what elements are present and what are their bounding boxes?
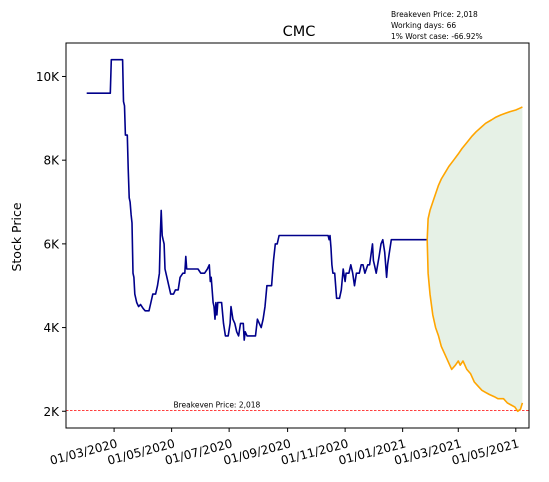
info-worst-case: 1% Worst case: -66.92% xyxy=(391,32,483,41)
chart-title: CMC xyxy=(283,24,316,40)
y-axis: 2K 4K 6K 8K 10K xyxy=(36,70,66,419)
x-axis: 01/03/202001/05/202001/07/202001/09/2020… xyxy=(48,428,521,468)
forecast-band xyxy=(427,107,523,412)
x-tick-label: 01/05/2021 xyxy=(450,436,520,467)
breakeven-label: Breakeven Price: 2,018 xyxy=(173,401,260,410)
info-breakeven: Breakeven Price: 2,018 xyxy=(391,10,478,19)
y-tick-label: 2K xyxy=(43,405,60,419)
history-line xyxy=(86,58,428,341)
y-tick-label: 4K xyxy=(43,321,60,335)
y-axis-label: Stock Price xyxy=(9,202,24,271)
y-tick-label: 8K xyxy=(43,154,60,168)
plot-area: Breakeven Price: 2,018 xyxy=(66,58,529,413)
upper-bound-line xyxy=(426,106,523,240)
info-box: Breakeven Price: 2,018 Working days: 66 … xyxy=(391,10,483,41)
y-tick-label: 6K xyxy=(43,237,60,251)
info-working-days: Working days: 66 xyxy=(391,21,456,30)
y-tick-label: 10K xyxy=(36,70,60,84)
plot-frame xyxy=(65,42,530,429)
lower-bound-line xyxy=(426,239,524,413)
